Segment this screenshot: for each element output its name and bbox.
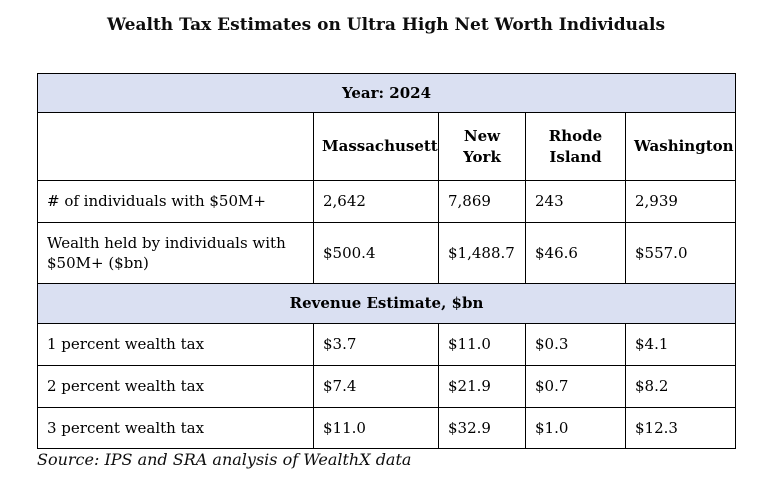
column-header-rhode-island: Rhode Island xyxy=(525,112,626,181)
column-header-row: Massachusetts New York Rhode Island Wash… xyxy=(37,112,737,181)
table-cell: $11.0 xyxy=(313,407,439,449)
table-cell: $0.3 xyxy=(525,323,626,366)
page-title: Wealth Tax Estimates on Ultra High Net W… xyxy=(106,15,666,35)
table-row-individuals: # of individuals with $50M+ 2,642 7,869 … xyxy=(37,180,737,223)
row-label: 1 percent wealth tax xyxy=(37,323,314,366)
table-cell: $11.0 xyxy=(438,323,526,366)
column-header-washington: Washington xyxy=(624,112,737,181)
revenue-section-header-cell: Revenue Estimate, $bn xyxy=(36,283,737,324)
table-cell: $500.4 xyxy=(313,222,439,284)
table-cell: $4.1 xyxy=(624,323,737,366)
table-cell: 243 xyxy=(525,180,626,223)
row-label: # of individuals with $50M+ xyxy=(37,180,314,223)
table-row-wealth-held: Wealth held by individuals with $50M+ ($… xyxy=(37,222,737,284)
table-cell: $8.2 xyxy=(624,365,737,408)
table-row-1-percent: 1 percent wealth tax $3.7 $11.0 $0.3 $4.… xyxy=(37,323,737,366)
table-row-2-percent: 2 percent wealth tax $7.4 $21.9 $0.7 $8.… xyxy=(37,365,737,408)
row-label: Wealth held by individuals with $50M+ ($… xyxy=(37,222,314,284)
table-cell: $557.0 xyxy=(624,222,737,284)
wealth-tax-table: Year: 2024 Massachusetts New York Rhode … xyxy=(36,73,737,449)
column-header-new-york: New York xyxy=(438,112,526,181)
table-row-3-percent: 3 percent wealth tax $11.0 $32.9 $1.0 $1… xyxy=(37,407,737,449)
table-cell: $46.6 xyxy=(525,222,626,284)
table-cell: 2,939 xyxy=(624,180,737,223)
table-cell: $32.9 xyxy=(438,407,526,449)
table-cell: $0.7 xyxy=(525,365,626,408)
table-cell: $21.9 xyxy=(438,365,526,408)
year-header-cell: Year: 2024 xyxy=(36,73,737,113)
source-note: Source: IPS and SRA analysis of WealthX … xyxy=(37,450,412,469)
table-cell: $3.7 xyxy=(313,323,439,366)
column-header-massachusetts: Massachusetts xyxy=(313,112,439,181)
table-cell: $1,488.7 xyxy=(438,222,526,284)
row-label: 2 percent wealth tax xyxy=(37,365,314,408)
table-cell: 7,869 xyxy=(438,180,526,223)
table-cell: $12.3 xyxy=(624,407,737,449)
year-header-row: Year: 2024 xyxy=(36,73,737,113)
table-cell: 2,642 xyxy=(313,180,439,223)
revenue-section-header-row: Revenue Estimate, $bn xyxy=(36,283,737,324)
table-cell: $1.0 xyxy=(525,407,626,449)
corner-empty-cell xyxy=(37,112,314,181)
table-cell: $7.4 xyxy=(313,365,439,408)
row-label: 3 percent wealth tax xyxy=(37,407,314,449)
